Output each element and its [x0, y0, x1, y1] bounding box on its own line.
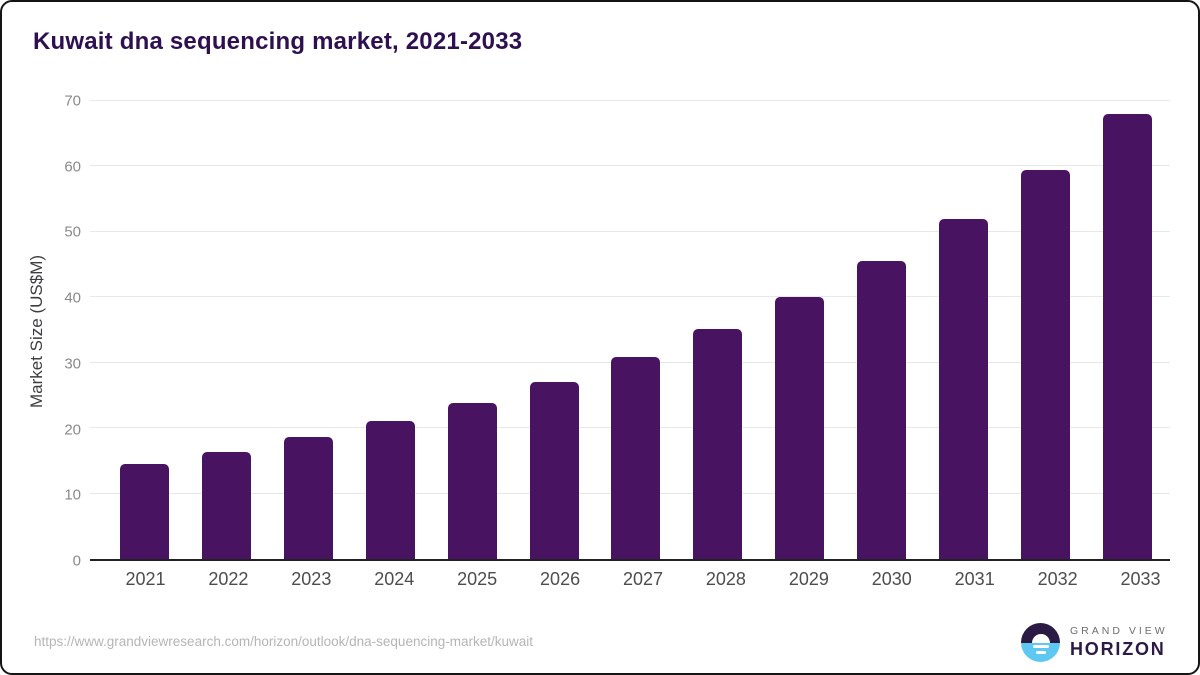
x-tick-label: 2030	[871, 569, 912, 589]
plot-area	[90, 100, 1170, 561]
x-tick-label: 2026	[540, 569, 581, 589]
y-tick-label: 70	[64, 92, 81, 110]
bar-2027	[611, 356, 661, 559]
gridline	[90, 296, 1170, 298]
x-tick-label: 2025	[457, 569, 498, 589]
x-tick-label: 2028	[705, 569, 746, 589]
x-axis-tick-labels: 2021 2022 2023 2024 2025 2026 2027 2028 2029 2030…	[104, 569, 1182, 590]
brand-text: GRAND VIEW HORIZON	[1070, 625, 1168, 660]
bar-2021	[120, 464, 170, 559]
bar-slot	[1086, 101, 1168, 559]
bar-2023	[284, 436, 334, 559]
bar-slot	[922, 101, 1004, 559]
brand-footer: GRAND VIEW HORIZON	[1021, 623, 1168, 662]
x-tick-label: 2022	[208, 569, 249, 589]
x-tick-label: 2024	[374, 569, 415, 589]
bar-2024	[365, 420, 415, 559]
y-tick-label: 50	[64, 223, 81, 241]
logo-reflection-bar	[1035, 650, 1046, 654]
x-tick-label: 2023	[291, 569, 332, 589]
x-tick-label: 2031	[954, 569, 995, 589]
bar-slot	[513, 101, 595, 559]
x-tick-label: 2027	[622, 569, 664, 589]
bars-row	[104, 101, 1168, 559]
bar-slot	[350, 101, 432, 559]
logo-sky-half	[1021, 623, 1060, 643]
gridline	[90, 165, 1170, 167]
bar-2030	[857, 260, 907, 559]
horizon-sun-circle-icon	[1021, 623, 1060, 662]
bar-slot	[268, 101, 350, 559]
bar-slot	[677, 101, 759, 559]
x-tick-label: 2021	[125, 569, 166, 589]
y-tick-label: 0	[72, 552, 81, 570]
y-axis-tick-labels: 0 10 20 30 40 50 60 70	[2, 93, 81, 570]
x-tick-label: 2032	[1037, 569, 1078, 589]
bar-slot	[186, 101, 268, 559]
y-tick-label: 10	[64, 486, 81, 504]
bar-2022	[202, 452, 252, 559]
bar-2026	[529, 381, 579, 559]
bar-slot	[595, 101, 677, 559]
x-tick-label: 2029	[788, 569, 829, 589]
bar-2032	[1020, 169, 1070, 559]
bar-slot	[431, 101, 513, 559]
gridline	[90, 100, 1170, 101]
brand-name-bottom: HORIZON	[1070, 639, 1166, 659]
bar-2028	[693, 329, 743, 559]
bar-2029	[775, 297, 825, 559]
x-tick-label: 2033	[1120, 569, 1161, 589]
brand-name-top: GRAND VIEW	[1070, 625, 1168, 637]
source-url: https://www.grandviewresearch.com/horizo…	[34, 634, 533, 649]
bar-2031	[938, 218, 988, 559]
y-tick-label: 30	[64, 355, 81, 373]
bar-slot	[1004, 101, 1086, 559]
logo-reflection-bar	[1032, 645, 1049, 648]
bar-2033	[1102, 114, 1152, 559]
y-tick-label: 20	[64, 421, 81, 439]
bar-slot	[759, 101, 841, 559]
bar-2025	[447, 403, 497, 559]
logo-sun-icon	[1031, 633, 1050, 643]
y-tick-label: 40	[64, 289, 81, 307]
bar-slot	[841, 101, 923, 559]
bar-slot	[104, 101, 186, 559]
chart-title: Kuwait dna sequencing market, 2021-2033	[33, 28, 523, 55]
y-tick-label: 60	[64, 158, 81, 176]
gridline	[90, 230, 1170, 232]
